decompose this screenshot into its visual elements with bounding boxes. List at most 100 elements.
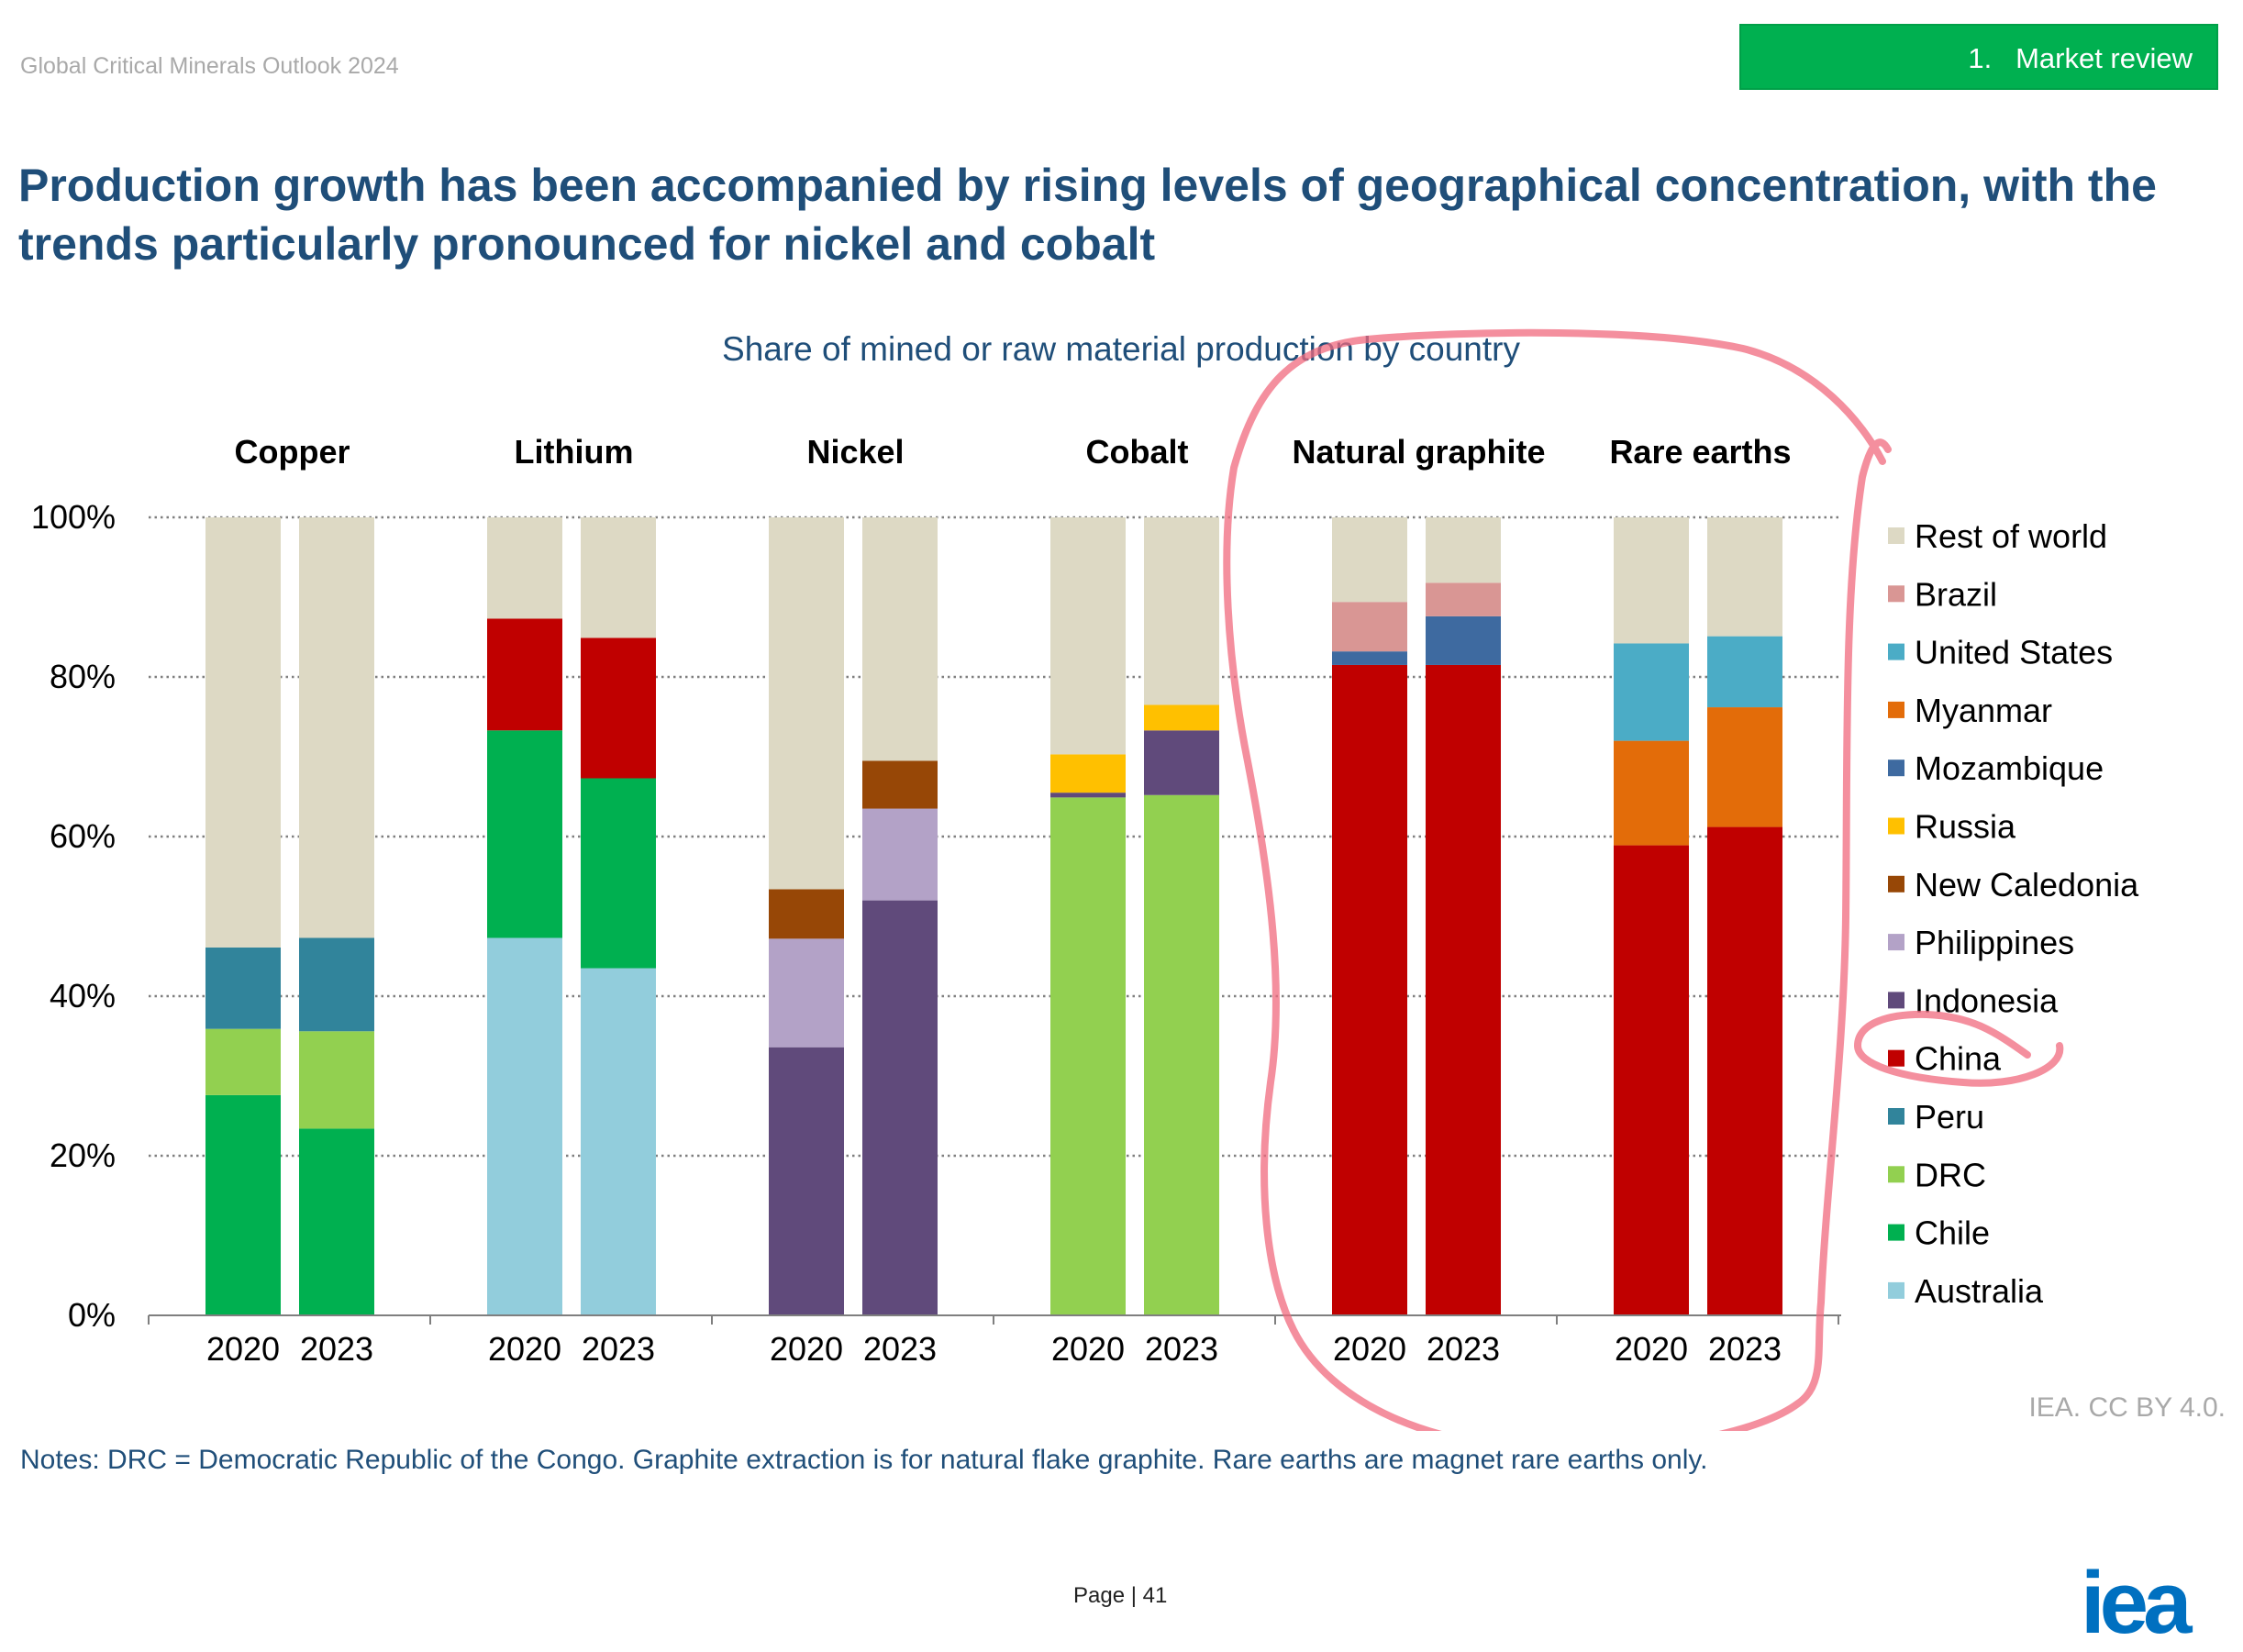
bar-segment [1426,517,1501,583]
legend-swatch [1888,1049,1904,1067]
x-tick-label: 2020 [1615,1330,1688,1368]
bar-segment [1707,707,1782,827]
page-title: Production growth has been accompanied b… [18,160,2157,270]
y-tick-label: 60% [50,817,116,855]
page-label: Page [1073,1583,1126,1608]
bar-segment [1707,636,1782,708]
y-tick-label: 40% [50,977,116,1014]
page-number: Page | 41 [1073,1583,1167,1609]
legend-swatch [1888,759,1904,777]
bar-segment [1332,602,1407,652]
legend-label: Brazil [1915,575,1997,613]
y-tick-label: 100% [31,498,116,536]
legend-label: Russia [1915,808,2016,846]
x-tick-label: 2020 [770,1330,843,1368]
legend-swatch [1888,585,1904,603]
annotation-outline [1223,328,1892,1431]
x-tick-label: 2023 [300,1330,373,1368]
bar-segment [1144,794,1219,1315]
annotation-china-mark [1853,1010,2064,1087]
bar-segment [769,938,844,1048]
group-label: Nickel [806,433,904,471]
bar-segment [581,638,656,779]
y-tick-label: 20% [50,1136,116,1174]
bar-segment [769,1047,844,1315]
legend-swatch [1888,701,1904,718]
legend-swatch [1888,817,1904,835]
chart-notes: Notes: DRC = Democratic Republic of the … [20,1445,1708,1475]
bar-segment [487,730,562,938]
group-label: Lithium [515,433,634,471]
stacked-bar-chart: Share of mined or raw material productio… [31,328,2139,1431]
report-name: Global Critical Minerals Outlook 2024 [20,53,399,79]
legend-label: Myanmar [1915,692,2052,729]
legend-label: China [1915,1040,2002,1078]
x-tick-label: 2023 [1708,1330,1782,1368]
page-separator: | [1130,1583,1137,1608]
bar-segment [487,937,562,1315]
bar-segment [1614,517,1689,644]
x-tick-label: 2023 [1427,1330,1500,1368]
bar-segment [1332,664,1407,1315]
bar-segment [487,517,562,619]
legend-swatch [1888,875,1904,893]
legend-label: Mozambique [1915,749,2104,787]
bar-segment [1050,754,1126,793]
bar-segment [1144,517,1219,705]
legend: Rest of world Brazil United States Myanmar M… [1888,517,2139,1310]
bar-segment [1144,730,1219,795]
bar-segment [1426,615,1501,665]
bar-segment [1332,517,1407,603]
bar-segment [862,760,938,809]
legend-label: Peru [1915,1098,1984,1136]
bar-segment [299,517,374,938]
bar-segment [581,968,656,1315]
group-label: Rare earths [1609,433,1791,471]
legend-swatch [1888,934,1904,951]
legend-swatch [1888,643,1904,660]
iea-logo: iea [2081,1554,2192,1652]
bar-segment [862,900,938,1315]
bar-segment [581,517,656,638]
bar-segment [581,778,656,969]
bar-segment [1707,826,1782,1315]
legend-label: Australia [1915,1272,2044,1310]
legend-swatch [1888,527,1904,544]
bar-segment [1426,664,1501,1315]
bar-segment [487,618,562,731]
bar-segment [205,1028,281,1095]
bar-segment [1614,740,1689,846]
group-label: Cobalt [1086,433,1189,471]
group-label: Copper [235,433,350,471]
page-number-value: 41 [1142,1583,1168,1608]
x-tick-label: 2020 [1051,1330,1125,1368]
bar-segment [862,808,938,901]
legend-label: United States [1915,634,2113,671]
bar-segment [769,889,844,939]
group-label: Natural graphite [1292,433,1545,471]
annotation-circle [1223,328,2064,1431]
bar-segment [1614,643,1689,741]
legend-label: DRC [1915,1156,1986,1193]
bar-segment [1144,704,1219,731]
bar-segment [1332,651,1407,665]
bar-segment [1707,517,1782,637]
bar-segment [299,1031,374,1129]
axes: 0% 20% 40% 60% 80% 100% Copper 2020 2023 Lithium 2… [31,433,1841,1368]
bar-segment [1426,582,1501,616]
bar-segment [1050,517,1126,755]
x-tick-label: 2023 [1145,1330,1218,1368]
legend-label: Philippines [1915,924,2074,961]
legend-label: Rest of world [1915,517,2107,555]
bar-segment [205,1094,281,1315]
gridlines [149,516,1841,1158]
legend-swatch [1888,1166,1904,1183]
section-badge[interactable]: 1. Market review [1739,24,2218,90]
legend-label: Chile [1915,1214,1990,1252]
legend-swatch [1888,992,1904,1009]
bar-segment [1050,797,1126,1315]
bar-segment [769,517,844,890]
bar-segment [1614,845,1689,1315]
x-tick-label: 2020 [488,1330,561,1368]
x-tick-label: 2020 [1333,1330,1406,1368]
